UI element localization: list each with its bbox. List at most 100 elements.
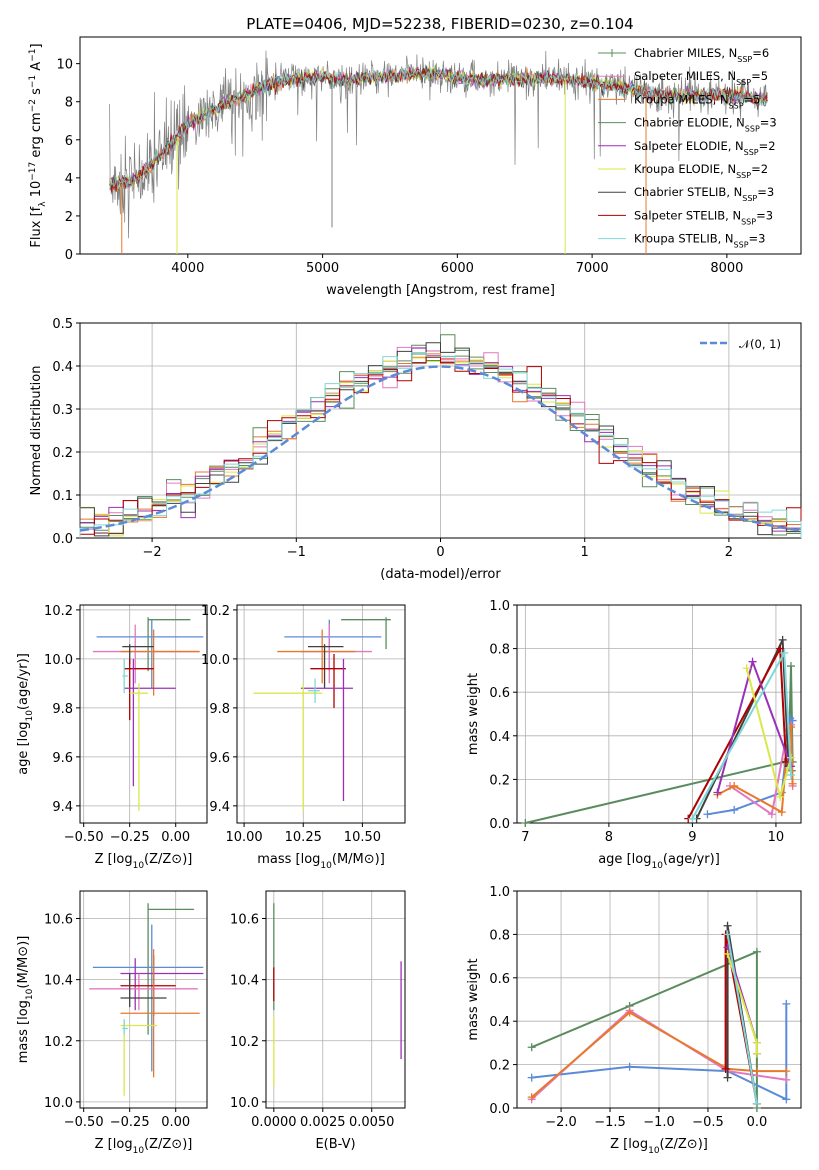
data-point: [300, 658, 353, 801]
legend-label-sub: SSP: [741, 217, 756, 226]
y-tick-label: 10.2: [201, 604, 230, 619]
data-point: [310, 653, 346, 708]
label-part: s: [29, 88, 44, 99]
data-point: [341, 617, 391, 650]
x-tick-label: −0.50: [64, 830, 104, 845]
y-tick-label: 0.4: [489, 1015, 510, 1030]
legend-label-text: Kroupa ELODIE, N: [634, 162, 736, 176]
mass-weight-marker: [752, 1099, 761, 1108]
mass-weight-marker: [786, 662, 795, 671]
label-part: log: [632, 852, 652, 867]
label-part: E(B-V): [315, 1137, 355, 1152]
data-point: [122, 644, 154, 664]
legend-label-suffix: =6: [752, 46, 769, 60]
x-tick-label: 5000: [306, 261, 339, 276]
legend-label-text: Chabrier MILES, N: [634, 46, 737, 60]
mass-weight-marker: [688, 814, 697, 823]
label-part: (age/yr)]: [16, 653, 31, 710]
label-part: (Z/Z⊙)]: [144, 1137, 192, 1152]
spectrum-lines: [109, 50, 768, 254]
mass-weight-marker: [527, 1073, 536, 1082]
x-axis-label: Z [log10(Z/Z⊙)]: [95, 852, 193, 871]
axes-frame: [79, 604, 208, 824]
mass-weight-marker: [521, 819, 530, 827]
y-tick-label: 0: [65, 248, 73, 263]
x-tick-label: −0.25: [110, 1115, 150, 1130]
x-tick-label: 8000: [710, 261, 743, 276]
model-spectrum: [109, 67, 768, 191]
y-tick-label: 0.0: [52, 532, 73, 547]
mass-weight-line: [531, 950, 758, 1108]
mass-weight-marker: [786, 771, 795, 780]
x-tick-label: −1.5: [594, 1115, 626, 1130]
x-tick-label: 0.00: [161, 830, 190, 845]
y-tick-label: 10.0: [44, 653, 73, 668]
label-part: −1: [28, 49, 38, 62]
ebv-vs-mass-panel: 0.0000 0.0025 0.0050 10.0 10.2 10.4 10.6 E(B-V): [230, 890, 406, 1152]
mass-weight-marker: [723, 930, 732, 939]
legend-label-sub: SSP: [742, 194, 757, 203]
label-part: mass weight: [466, 958, 481, 1040]
x-tick-label: 0.0: [747, 1115, 768, 1130]
legend-label-sub: SSP: [745, 124, 760, 133]
label-part: log: [113, 1137, 133, 1152]
x-tick-label: 10.00: [225, 830, 262, 845]
legend-label-sub: SSP: [736, 78, 751, 87]
label-part: log: [628, 1137, 648, 1152]
y-axis-label: Normed distribution: [29, 366, 44, 496]
normal-curve: [79, 365, 802, 532]
label-part: age [: [16, 741, 31, 774]
mass-weight-marker: [713, 788, 722, 797]
x-axis-label: Z [log10(Z/Z⊙)]: [610, 1137, 708, 1156]
label-part: age [: [598, 852, 631, 867]
x-tick-label: 0: [436, 545, 444, 560]
data-point: [120, 973, 167, 1008]
y-tick-label: 0.4: [489, 730, 510, 745]
legend-label-sub: SSP: [744, 147, 759, 156]
y-tick-label: 10.2: [44, 1035, 73, 1050]
legend-label-text: Chabrier STELIB, N: [634, 185, 742, 199]
data-point: [124, 658, 176, 787]
label-part: λ: [38, 201, 48, 207]
y-tick-label: 10.6: [44, 913, 73, 928]
y-axis-label: mass weight: [466, 673, 481, 755]
label-part: log: [113, 852, 133, 867]
mass-weight-marker: [752, 1049, 761, 1058]
y-tick-label: 4: [65, 172, 73, 187]
x-tick-label: 10.25: [285, 830, 322, 845]
legend-label: Chabrier ELODIE, NSSP=3: [634, 116, 777, 134]
x-tick-label: −0.5: [692, 1115, 724, 1130]
x-tick-label: 0.0050: [349, 1115, 395, 1130]
y-tick-label: 1.0: [489, 599, 510, 614]
data-point: [307, 644, 344, 689]
label-part: 10: [25, 710, 35, 722]
label-part: −1: [28, 75, 38, 88]
label-part: mass weight: [466, 673, 481, 755]
label-part: A: [29, 62, 44, 75]
label-part: mass [: [16, 1020, 31, 1063]
mass-weight-marker: [721, 1064, 730, 1073]
y-tick-label: 0.5: [52, 317, 73, 332]
x-tick-label: −1.0: [643, 1115, 675, 1130]
data-point: [307, 678, 320, 703]
data-point: [89, 973, 198, 1011]
residual-histogram-panel: −2 −1 0 1 2 0.0 0.1 0.2 0.3 0.4 0.5 (data-model)/er…: [29, 317, 802, 582]
label-part: mass [: [257, 852, 300, 867]
label-part: ]: [29, 43, 44, 48]
legend-label-suffix: =2: [759, 139, 776, 153]
label-part: 10: [651, 861, 663, 871]
label-part: (M/M⊙)]: [332, 852, 385, 867]
legend-label-text: Chabrier ELODIE, N: [634, 116, 745, 130]
spectrum-title: PLATE=0406, MJD=52238, FIBERID=0230, z=0…: [246, 15, 633, 33]
data-point: [253, 683, 323, 811]
data-point: [120, 629, 200, 696]
label-part: (data-model)/error: [380, 567, 501, 582]
y-tick-label: 0.3: [52, 403, 73, 418]
y-tick-label: 9.6: [52, 751, 73, 766]
mass-weight-marker: [782, 999, 791, 1008]
y-tick-label: 9.8: [52, 702, 73, 717]
x-tick-label: 7: [521, 830, 529, 845]
